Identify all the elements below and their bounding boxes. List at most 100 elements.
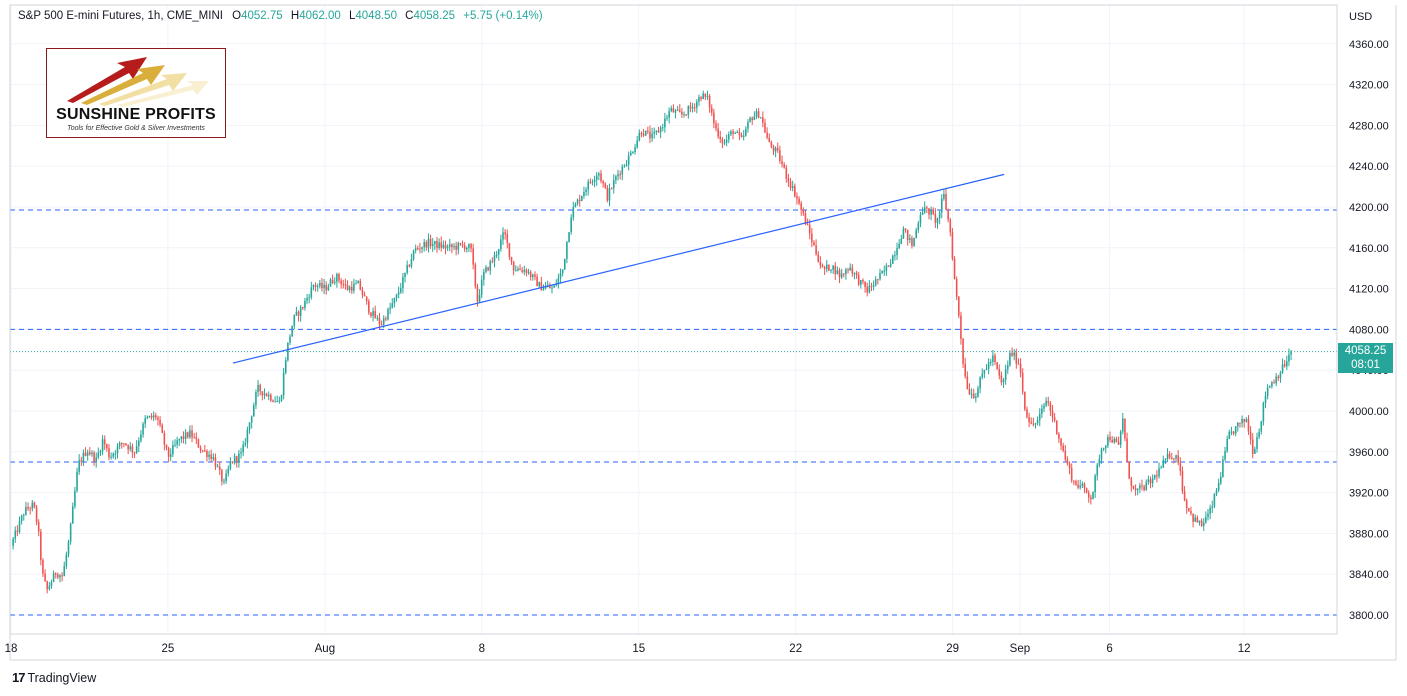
candle-body — [161, 424, 164, 433]
candle-body — [1019, 364, 1022, 373]
candle-body — [250, 416, 253, 423]
candle-body — [527, 271, 530, 273]
candle-body — [223, 480, 225, 482]
candle-body — [374, 311, 377, 319]
candle-body — [451, 244, 453, 248]
open-value: 4052.75 — [241, 10, 283, 22]
candle-body — [152, 415, 155, 418]
candle-body — [651, 133, 653, 139]
candle-body — [146, 417, 149, 419]
symbol-title[interactable]: S&P 500 E-mini Futures, 1h, CME_MINI — [18, 10, 223, 22]
candle-body — [1160, 467, 1162, 469]
candle-body — [612, 180, 615, 189]
candle-body — [1211, 506, 1214, 508]
candle-body — [397, 292, 400, 295]
low-value: 4048.50 — [355, 10, 397, 22]
candle-body — [80, 460, 83, 462]
candle-body — [1009, 352, 1011, 366]
candle-body — [808, 224, 811, 234]
price-axis[interactable]: 3800.00 3840.00 3880.00 3920.00 3960.00 4000.… — [1349, 11, 1389, 622]
x-tick-label: 6 — [1106, 643, 1112, 655]
candle-body — [764, 122, 766, 133]
candle-body — [653, 132, 656, 134]
candle-body — [945, 194, 947, 210]
candle-body — [372, 311, 374, 317]
candle-body — [289, 336, 291, 343]
candle-body — [82, 452, 85, 462]
candle-body — [440, 242, 443, 248]
candle-body — [840, 273, 843, 278]
candle-body — [868, 285, 871, 293]
candle-body — [772, 146, 775, 152]
candle-body — [319, 282, 321, 287]
candle-body — [1139, 485, 1141, 489]
candle-body — [199, 447, 202, 451]
candle-body — [593, 179, 596, 182]
high-label: H — [290, 10, 300, 22]
candle-body — [54, 573, 57, 575]
candle-body — [683, 114, 685, 116]
candle-body — [1006, 365, 1009, 370]
candle-body — [197, 439, 200, 448]
candle-body — [506, 234, 509, 244]
candle-body — [419, 248, 421, 250]
candle-body — [365, 296, 368, 302]
tradingview-attribution[interactable]: 17 TradingView — [12, 670, 96, 685]
candle-body — [1043, 405, 1045, 409]
candle-body — [887, 265, 890, 267]
candle-body — [489, 261, 492, 271]
candle-body — [940, 198, 943, 213]
candle-body — [301, 307, 304, 309]
candle-body — [395, 294, 398, 299]
candle-body — [1209, 507, 1211, 514]
candle-body — [344, 284, 347, 286]
candle-body — [740, 135, 743, 137]
candle-body — [1226, 438, 1228, 452]
candle-body — [195, 437, 198, 440]
candle-body — [749, 117, 751, 122]
candle-body — [348, 286, 351, 291]
trend-line-segment[interactable] — [232, 173, 1005, 364]
change-value: +5.75 (+0.14%) — [463, 10, 543, 22]
time-axis[interactable]: 18 25 Aug 8 15 22 29 Sep 6 12 — [5, 643, 1251, 655]
candle-body — [142, 423, 144, 435]
candle-body — [1083, 483, 1086, 489]
candle-body — [1147, 479, 1150, 483]
candle-body — [414, 248, 417, 251]
candle-body — [487, 267, 489, 271]
candle-body — [1092, 491, 1094, 500]
candle-body — [274, 401, 276, 403]
chart-frame — [9, 4, 1397, 661]
candle-body — [719, 136, 722, 140]
candle-body — [785, 167, 788, 179]
candle-body — [1264, 395, 1267, 403]
candle-body — [1262, 402, 1265, 422]
candle-body — [1249, 431, 1252, 440]
candle-body — [519, 268, 521, 271]
trend-line[interactable] — [232, 173, 1005, 364]
candle-body — [261, 391, 264, 396]
candle-body — [557, 278, 560, 285]
candle-body — [1119, 431, 1122, 445]
candle-body — [453, 245, 455, 248]
candle-body — [736, 131, 739, 133]
candle-body — [282, 372, 285, 396]
candle-body — [713, 112, 715, 124]
candle-body — [917, 223, 920, 230]
candle-body — [1041, 408, 1043, 414]
candle-body — [306, 297, 308, 301]
candle-body — [110, 456, 112, 458]
candle-body — [65, 554, 68, 566]
candle-body — [1051, 410, 1054, 418]
candle-body — [823, 267, 826, 270]
candle-body — [1275, 376, 1277, 384]
candle-body — [108, 448, 110, 458]
x-tick-label: 22 — [789, 643, 802, 655]
candle-body — [885, 265, 888, 272]
x-tick-label: 8 — [479, 643, 485, 655]
candle-body — [176, 440, 178, 445]
candle-body — [842, 273, 845, 275]
candle-body — [1181, 470, 1184, 492]
candle-body — [438, 242, 440, 249]
